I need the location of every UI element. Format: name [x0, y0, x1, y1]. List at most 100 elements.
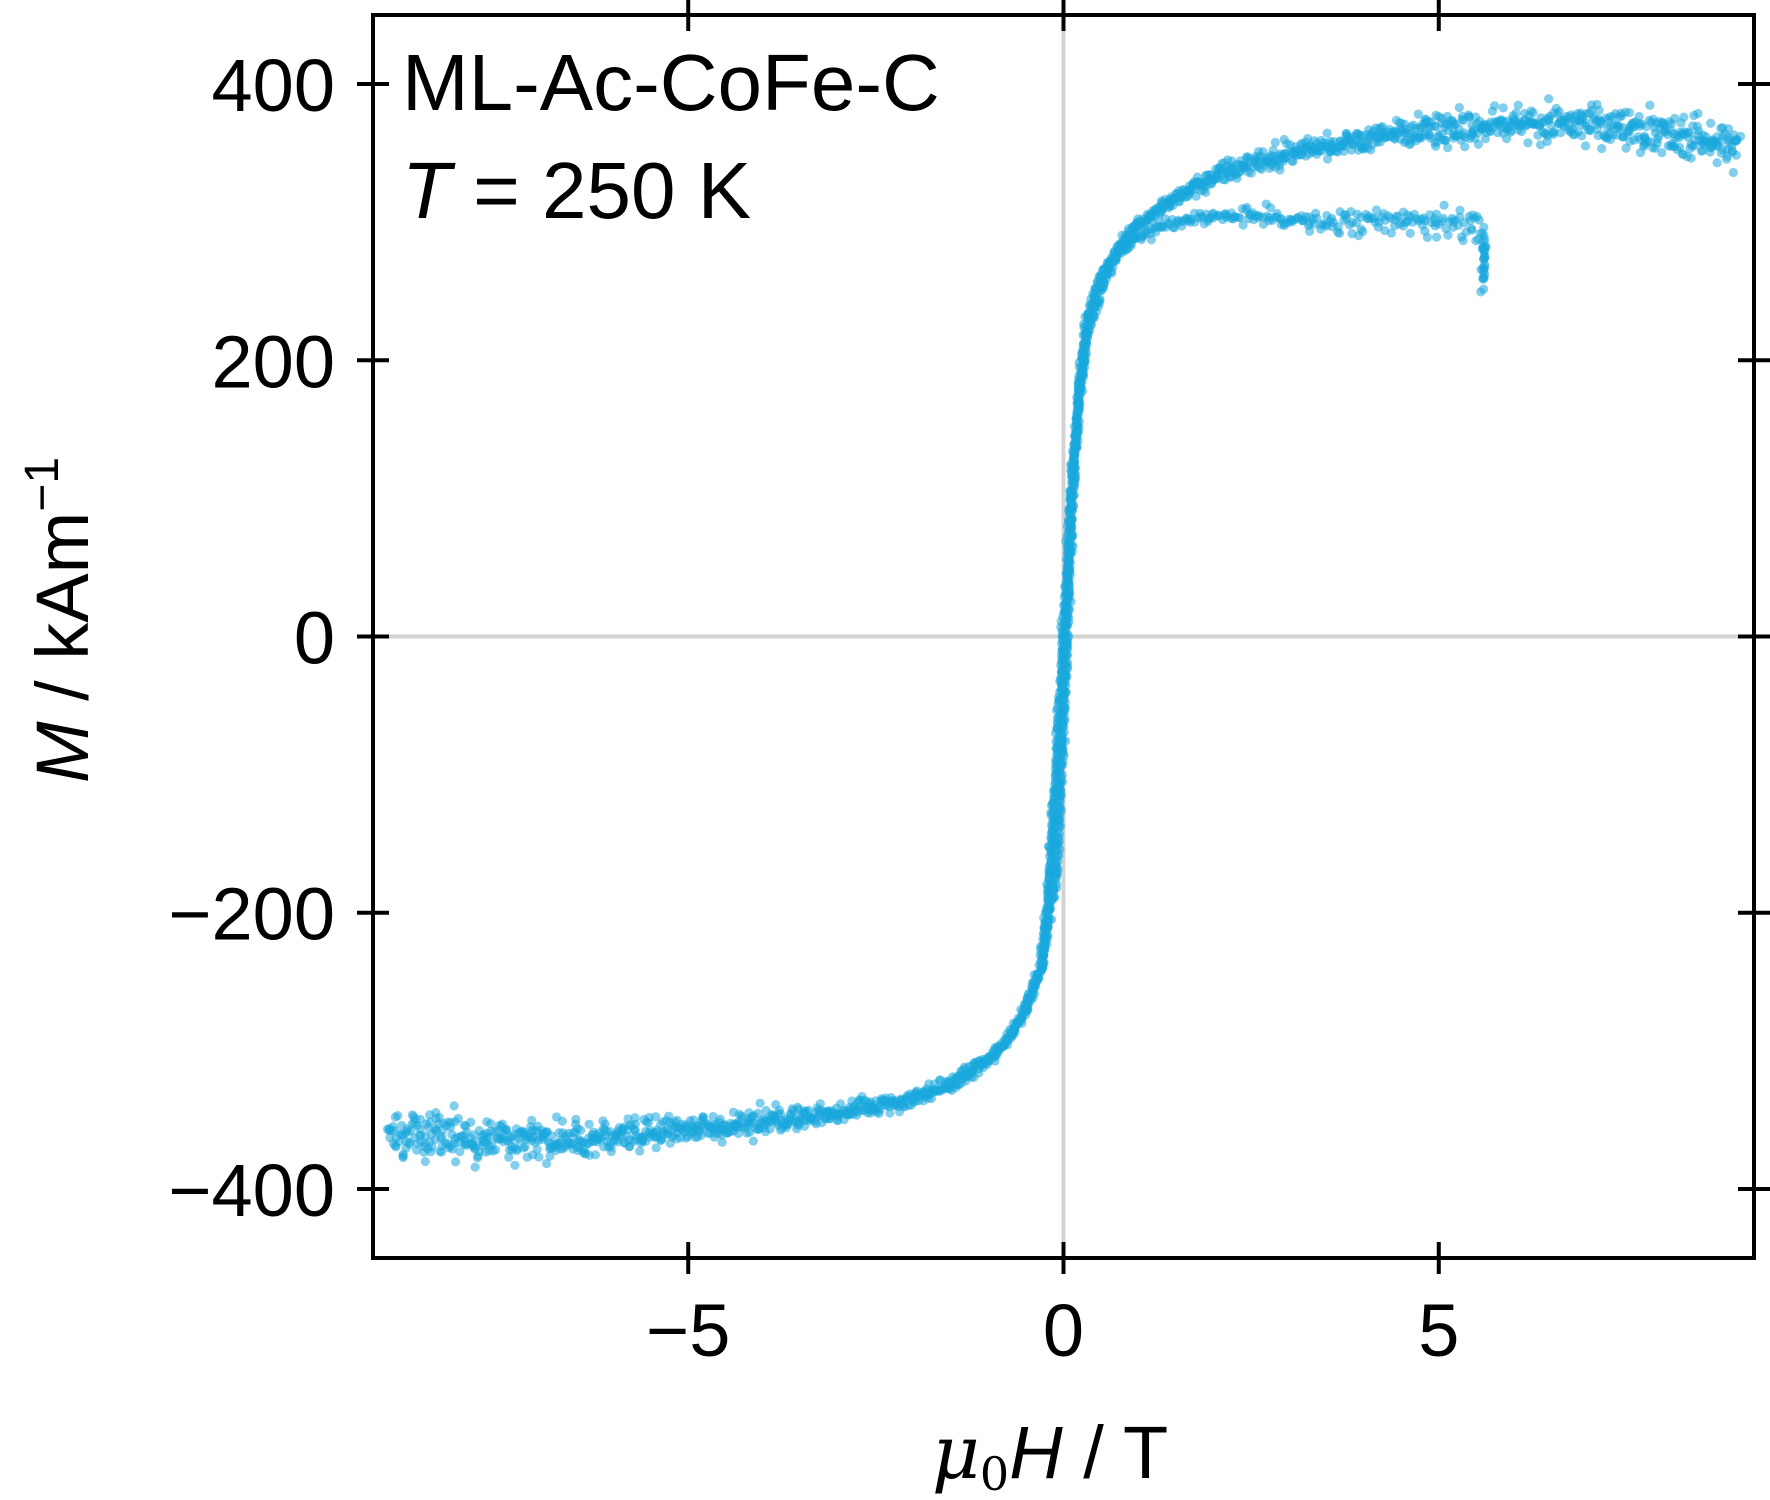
- data-point: [487, 1140, 497, 1150]
- data-point: [885, 1108, 895, 1118]
- data-point: [413, 1139, 423, 1149]
- data-point: [420, 1156, 430, 1167]
- data-point: [1431, 232, 1442, 242]
- data-point: [449, 1101, 459, 1111]
- data-point: [1618, 132, 1628, 142]
- data-point: [1455, 205, 1465, 215]
- data-point: [1634, 111, 1644, 122]
- data-point: [520, 1142, 530, 1152]
- data-point: [1467, 225, 1477, 235]
- data-point: [1334, 228, 1345, 238]
- data-point: [651, 1143, 661, 1153]
- data-point: [1593, 130, 1603, 141]
- x-label-unit: / T: [1063, 1411, 1169, 1494]
- data-point: [1676, 118, 1686, 128]
- y-label-symbol: M: [21, 721, 104, 783]
- data-point: [425, 1110, 435, 1120]
- data-point: [1057, 776, 1068, 787]
- data-point: [630, 1119, 640, 1129]
- data-point: [1474, 215, 1484, 225]
- data-point: [1479, 231, 1489, 241]
- data-point: [1712, 158, 1722, 168]
- temperature-symbol: T: [402, 146, 456, 235]
- data-point: [1487, 106, 1497, 116]
- data-point: [1279, 134, 1289, 145]
- data-point: [459, 1120, 469, 1130]
- data-point: [874, 1108, 884, 1119]
- x-tick-label: −5: [646, 1289, 730, 1372]
- data-point: [1304, 226, 1315, 237]
- data-point: [670, 1116, 680, 1127]
- data-point: [1523, 138, 1533, 148]
- data-point: [1478, 284, 1489, 294]
- data-point: [1439, 200, 1449, 210]
- data-point: [1391, 211, 1401, 221]
- data-point: [1322, 128, 1332, 138]
- data-point: [1620, 107, 1631, 117]
- data-point: [1235, 213, 1245, 223]
- data-point: [576, 1125, 586, 1135]
- data-point: [656, 1119, 666, 1129]
- data-point: [748, 1136, 758, 1146]
- data-point: [1447, 115, 1457, 125]
- data-point: [1657, 148, 1667, 158]
- data-point: [541, 1158, 552, 1169]
- data-point: [510, 1160, 520, 1170]
- data-point: [1535, 140, 1546, 150]
- data-point: [753, 1108, 763, 1118]
- data-point: [664, 1111, 674, 1121]
- data-point: [765, 1124, 775, 1134]
- data-point: [1391, 115, 1402, 125]
- data-point: [1605, 128, 1615, 138]
- scatter-points: [382, 94, 1746, 1172]
- data-point: [745, 1127, 755, 1137]
- data-point: [1473, 139, 1483, 149]
- axis-ticks: [357, 0, 1770, 1274]
- data-point: [1408, 120, 1418, 130]
- data-point: [447, 1144, 458, 1154]
- data-point: [1413, 109, 1423, 119]
- data-point: [1078, 347, 1088, 357]
- y-tick-label: 400: [212, 44, 335, 127]
- data-point: [568, 1127, 579, 1138]
- data-point: [1043, 931, 1053, 941]
- data-point: [1594, 105, 1604, 116]
- data-point: [450, 1116, 460, 1127]
- data-point: [534, 1152, 544, 1162]
- data-point: [1312, 213, 1322, 223]
- data-point: [1443, 230, 1453, 240]
- data-point: [1653, 134, 1663, 144]
- data-point: [1371, 205, 1382, 215]
- data-point: [1577, 131, 1587, 141]
- data-point: [1732, 135, 1742, 145]
- data-point: [1498, 103, 1508, 113]
- data-point: [635, 1146, 645, 1156]
- data-point: [512, 1144, 522, 1154]
- data-point: [598, 1116, 608, 1126]
- data-point: [788, 1106, 798, 1116]
- data-point: [1437, 216, 1448, 226]
- temperature-label: T = 250 K: [402, 146, 751, 235]
- data-point: [1431, 209, 1442, 219]
- data-point: [558, 1128, 568, 1138]
- x-tick-label: 0: [1043, 1289, 1084, 1372]
- data-point: [717, 1137, 727, 1147]
- data-point: [1511, 108, 1521, 118]
- data-point: [502, 1124, 512, 1135]
- data-point: [641, 1117, 652, 1127]
- data-point: [406, 1126, 416, 1136]
- y-label-unit: / kAm: [21, 512, 104, 722]
- data-point: [451, 1157, 461, 1167]
- data-point: [1044, 914, 1055, 924]
- temperature-value: = 250 K: [451, 146, 751, 235]
- data-point: [584, 1119, 594, 1129]
- data-point: [1246, 168, 1256, 178]
- data-point: [557, 1116, 567, 1126]
- y-tick-label: −200: [168, 873, 335, 956]
- data-point: [1667, 141, 1678, 151]
- data-point: [1678, 149, 1688, 160]
- data-point: [967, 1067, 977, 1077]
- data-point: [1585, 126, 1595, 136]
- data-point: [1597, 143, 1607, 154]
